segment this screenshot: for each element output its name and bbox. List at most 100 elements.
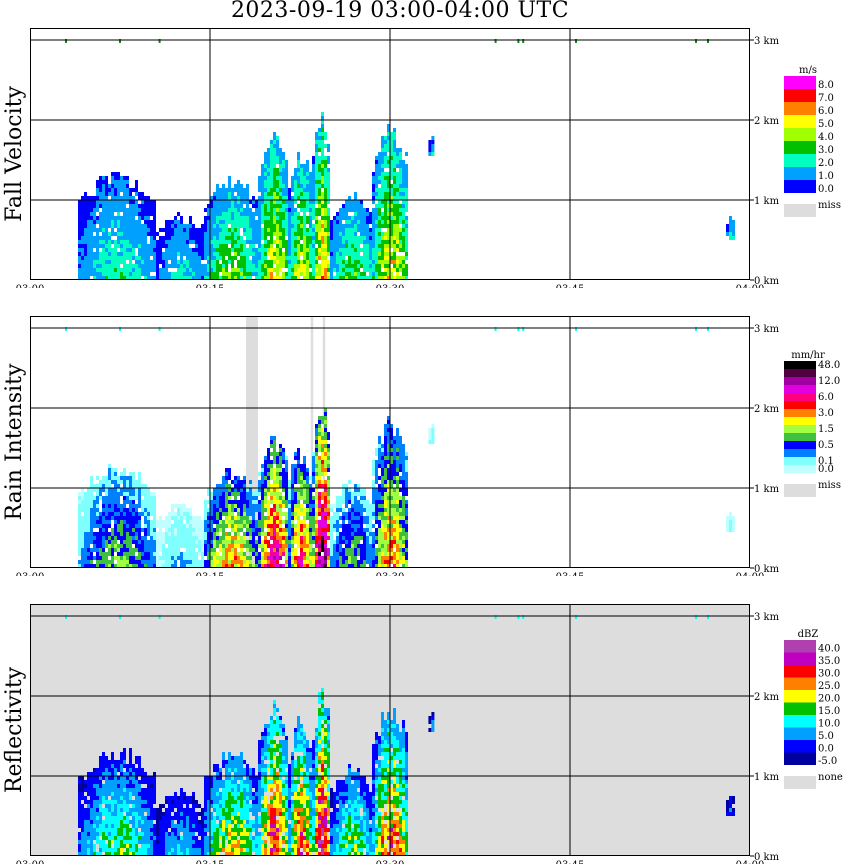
echo-pixel (387, 212, 390, 216)
echo-pixel (288, 208, 291, 212)
echo-pixel (348, 268, 351, 272)
echo-pixel (129, 208, 132, 212)
echo-pixel (270, 176, 273, 180)
echo-pixel (162, 264, 165, 268)
echo-pixel (87, 236, 90, 240)
echo-pixel (384, 148, 387, 152)
echo-pixel (366, 544, 369, 548)
echo-pixel (132, 268, 135, 272)
echo-pixel (363, 532, 366, 536)
echo-pixel (207, 240, 210, 244)
echo-pixel (81, 532, 84, 536)
echo-pixel (216, 232, 219, 236)
echo-pixel (399, 508, 402, 512)
echo-pixel (276, 184, 279, 188)
echo-pixel (216, 276, 219, 280)
echo-pixel (297, 176, 300, 180)
echo-pixel (363, 232, 366, 236)
echo-pixel (213, 224, 216, 228)
echo-pixel (207, 228, 210, 232)
echo-pixel (225, 564, 228, 568)
echo-pixel (219, 484, 222, 488)
echo-pixel (381, 512, 384, 516)
echo-pixel (288, 192, 291, 196)
echo-pixel (312, 512, 315, 516)
echo-pixel (87, 496, 90, 500)
echo-pixel (129, 248, 132, 252)
echo-pixel (228, 212, 231, 216)
colorbar-label: 5.0 (818, 119, 834, 130)
echo-pixel (267, 160, 270, 164)
echo-pixel (303, 492, 306, 496)
echo-pixel (279, 472, 282, 476)
echo-pixel (273, 460, 276, 464)
echo-pixel (318, 188, 321, 192)
echo-pixel (333, 240, 336, 244)
echo-pixel (345, 224, 348, 228)
echo-pixel (177, 548, 180, 552)
echo-pixel (357, 552, 360, 556)
echo-pixel (384, 460, 387, 464)
echo-pixel (345, 544, 348, 548)
echo-pixel (294, 548, 297, 552)
echo-pixel (282, 536, 285, 540)
echo-pixel (195, 536, 198, 540)
echo-pixel (297, 180, 300, 184)
echo-pixel (336, 564, 339, 568)
echo-pixel (732, 224, 735, 228)
echo-pixel (132, 476, 135, 480)
echo-pixel (276, 144, 279, 148)
echo-pixel (363, 520, 366, 524)
echo-pixel (147, 508, 150, 512)
echo-pixel (114, 468, 117, 472)
echo-pixel (366, 540, 369, 544)
echo-pixel (402, 532, 405, 536)
echo-pixel (348, 216, 351, 220)
echo-pixel (288, 508, 291, 512)
echo-pixel (108, 244, 111, 248)
echo-pixel (243, 532, 246, 536)
echo-pixel (150, 524, 153, 528)
echo-pixel (267, 460, 270, 464)
echo-pixel (348, 520, 351, 524)
echo-pixel (297, 160, 300, 164)
echo-pixel (231, 548, 234, 552)
echo-pixel (78, 492, 81, 496)
echo-pixel (99, 532, 102, 536)
echo-pixel (135, 212, 138, 216)
echo-pixel (150, 228, 153, 232)
echo-pixel (285, 504, 288, 508)
echo-pixel (336, 512, 339, 516)
echo-pixel (369, 520, 372, 524)
echo-pixel (84, 228, 87, 232)
echo-pixel (357, 248, 360, 252)
echo-pixel (399, 256, 402, 260)
echo-pixel (240, 512, 243, 516)
echo-pixel (210, 260, 213, 264)
echo-pixel (399, 184, 402, 188)
echo-pixel (345, 212, 348, 216)
echo-pixel (189, 268, 192, 272)
echo-pixel (132, 524, 135, 528)
echo-pixel (147, 520, 150, 524)
fall-velocity-panel: 0 km1 km2 km3 km03:0003:1503:3003:4504:0… (2, 28, 841, 288)
echo-pixel (276, 156, 279, 160)
echo-pixel (291, 504, 294, 508)
echo-pixel (222, 188, 225, 192)
echo-pixel (399, 516, 402, 520)
echo-pixel (174, 540, 177, 544)
echo-pixel (264, 228, 267, 232)
echo-pixel (78, 244, 81, 248)
echo-pixel (87, 560, 90, 564)
echo-pixel (396, 212, 399, 216)
echo-pixel (321, 448, 324, 452)
echo-pixel (108, 468, 111, 472)
echo-pixel (393, 260, 396, 264)
echo-pixel (306, 168, 309, 172)
echo-cell-6 (330, 480, 372, 568)
echo-pixel (171, 504, 174, 508)
echo-pixel (96, 556, 99, 560)
echo-pixel (186, 520, 189, 524)
echo-pixel (393, 200, 396, 204)
echo-pixel (90, 228, 93, 232)
